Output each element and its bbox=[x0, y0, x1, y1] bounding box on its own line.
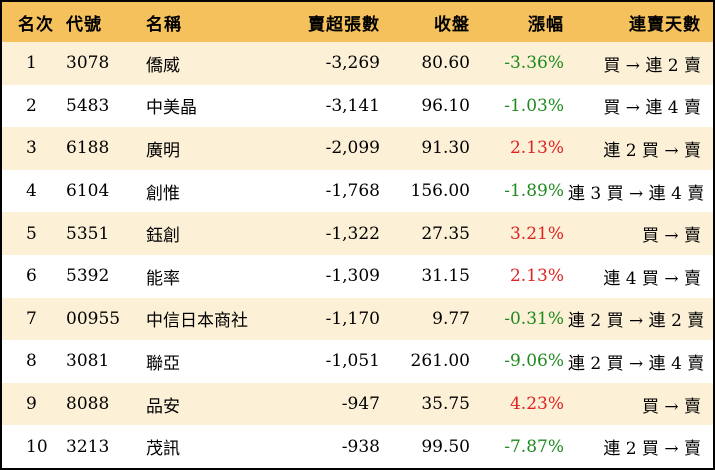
header-name: 名稱 bbox=[146, 14, 182, 35]
cell-rank: 9 bbox=[26, 394, 37, 415]
cell-code: 5392 bbox=[66, 266, 110, 287]
table-row: 3 6188 廣明 -2,099 91.30 2.13% 連 2 買 → 賣 bbox=[2, 127, 713, 170]
cell-name: 廣明 bbox=[146, 140, 180, 161]
cell-change: 2.13% bbox=[509, 266, 564, 287]
cell-close: 35.75 bbox=[421, 394, 470, 415]
cell-streak: 連 2 買 → 連 4 賣 bbox=[568, 353, 705, 374]
header-rank: 名次 bbox=[18, 14, 54, 35]
cell-close: 9.77 bbox=[432, 308, 470, 329]
cell-net-sell: -3,269 bbox=[325, 53, 380, 74]
cell-close: 27.35 bbox=[421, 223, 470, 244]
cell-rank: 8 bbox=[26, 351, 37, 372]
cell-code: 00955 bbox=[66, 308, 121, 329]
cell-rank: 1 bbox=[26, 53, 37, 74]
cell-code: 3213 bbox=[66, 436, 110, 457]
cell-change: -1.89% bbox=[504, 181, 564, 202]
cell-net-sell: -3,141 bbox=[325, 95, 380, 116]
header-net-sell: 賣超張數 bbox=[308, 14, 380, 35]
cell-streak: 買 → 連 4 賣 bbox=[603, 98, 701, 119]
cell-name: 中信日本商社 bbox=[146, 311, 248, 332]
cell-close: 96.10 bbox=[421, 95, 470, 116]
cell-net-sell: -1,170 bbox=[325, 308, 380, 329]
cell-streak: 連 3 買 → 連 4 賣 bbox=[568, 183, 705, 204]
cell-net-sell: -1,051 bbox=[325, 351, 380, 372]
cell-name: 鈺創 bbox=[146, 226, 180, 247]
header-row: 名次 代號 名稱 賣超張數 收盤 漲幅 連賣天數 bbox=[2, 2, 713, 42]
cell-code: 6188 bbox=[66, 138, 110, 159]
table-row: 1 3078 僑威 -3,269 80.60 -3.36% 買 → 連 2 賣 bbox=[2, 42, 713, 85]
cell-net-sell: -1,322 bbox=[325, 223, 380, 244]
cell-change: 2.13% bbox=[509, 138, 564, 159]
table-row: 4 6104 創惟 -1,768 156.00 -1.89% 連 3 買 → 連 4 賣 bbox=[2, 169, 713, 213]
table-row: 9 8088 品安 -947 35.75 4.23% 買 → 賣 bbox=[2, 382, 713, 426]
cell-code: 3081 bbox=[66, 351, 110, 372]
cell-close: 261.00 bbox=[410, 351, 470, 372]
cell-streak: 買 → 賣 bbox=[641, 226, 701, 247]
cell-streak: 買 → 賣 bbox=[641, 396, 701, 417]
cell-name: 僑威 bbox=[146, 55, 180, 76]
table-row: 6 5392 能率 -1,309 31.15 2.13% 連 4 買 → 賣 bbox=[2, 254, 713, 298]
cell-code: 8088 bbox=[66, 394, 110, 415]
cell-name: 品安 bbox=[146, 396, 180, 417]
header-change: 漲幅 bbox=[528, 14, 564, 35]
table-row: 10 3213 茂訊 -938 99.50 -7.87% 連 2 買 → 賣 bbox=[2, 425, 713, 468]
cell-close: 156.00 bbox=[410, 181, 470, 202]
table-row: 7 00955 中信日本商社 -1,170 9.77 -0.31% 連 2 買 → 連 2 … bbox=[2, 297, 713, 341]
cell-streak: 連 4 買 → 賣 bbox=[603, 268, 701, 289]
cell-change: -3.36% bbox=[504, 53, 564, 74]
cell-code: 6104 bbox=[66, 181, 110, 202]
cell-close: 99.50 bbox=[421, 436, 470, 457]
cell-net-sell: -938 bbox=[341, 436, 380, 457]
table-body: 1 3078 僑威 -3,269 80.60 -3.36% 買 → 連 2 賣 2 5483 中美… bbox=[2, 42, 713, 468]
cell-rank: 6 bbox=[26, 266, 37, 287]
cell-name: 創惟 bbox=[146, 183, 180, 204]
table-row: 2 5483 中美晶 -3,141 96.10 -1.03% 買 → 連 4 賣 bbox=[2, 84, 713, 128]
cell-streak: 連 2 買 → 賣 bbox=[603, 439, 701, 460]
cell-change: -1.03% bbox=[504, 95, 564, 116]
table-row: 5 5351 鈺創 -1,322 27.35 3.21% 買 → 賣 bbox=[2, 212, 713, 255]
cell-code: 3078 bbox=[66, 53, 110, 74]
cell-close: 31.15 bbox=[421, 266, 470, 287]
cell-code: 5483 bbox=[66, 95, 110, 116]
cell-rank: 2 bbox=[26, 95, 37, 116]
cell-net-sell: -1,309 bbox=[325, 266, 380, 287]
cell-change: -7.87% bbox=[504, 436, 564, 457]
cell-net-sell: -1,768 bbox=[325, 181, 380, 202]
cell-net-sell: -2,099 bbox=[325, 138, 380, 159]
header-code: 代號 bbox=[66, 14, 102, 35]
cell-change: 4.23% bbox=[509, 394, 564, 415]
cell-streak: 連 2 買 → 賣 bbox=[603, 140, 701, 161]
header-close: 收盤 bbox=[434, 14, 470, 35]
cell-change: -9.06% bbox=[504, 351, 564, 372]
cell-name: 能率 bbox=[146, 268, 180, 289]
cell-streak: 連 2 買 → 連 2 賣 bbox=[568, 311, 705, 332]
table-header: 名次 代號 名稱 賣超張數 收盤 漲幅 連賣天數 bbox=[2, 2, 713, 42]
cell-change: 3.21% bbox=[509, 223, 564, 244]
cell-rank: 3 bbox=[26, 138, 37, 159]
cell-code: 5351 bbox=[66, 223, 110, 244]
cell-name: 茂訊 bbox=[146, 439, 180, 460]
cell-close: 80.60 bbox=[421, 53, 470, 74]
header-streak: 連賣天數 bbox=[629, 14, 701, 35]
cell-net-sell: -947 bbox=[341, 394, 380, 415]
cell-change: -0.31% bbox=[504, 308, 564, 329]
cell-rank: 5 bbox=[26, 223, 37, 244]
cell-name: 聯亞 bbox=[146, 353, 180, 374]
cell-close: 91.30 bbox=[421, 138, 470, 159]
cell-name: 中美晶 bbox=[146, 98, 197, 119]
table-row: 8 3081 聯亞 -1,051 261.00 -9.06% 連 2 買 → 連 4 賣 bbox=[2, 340, 713, 383]
cell-streak: 買 → 連 2 賣 bbox=[603, 55, 701, 76]
cell-rank: 4 bbox=[26, 181, 37, 202]
cell-rank: 10 bbox=[26, 436, 48, 457]
cell-rank: 7 bbox=[26, 308, 37, 329]
